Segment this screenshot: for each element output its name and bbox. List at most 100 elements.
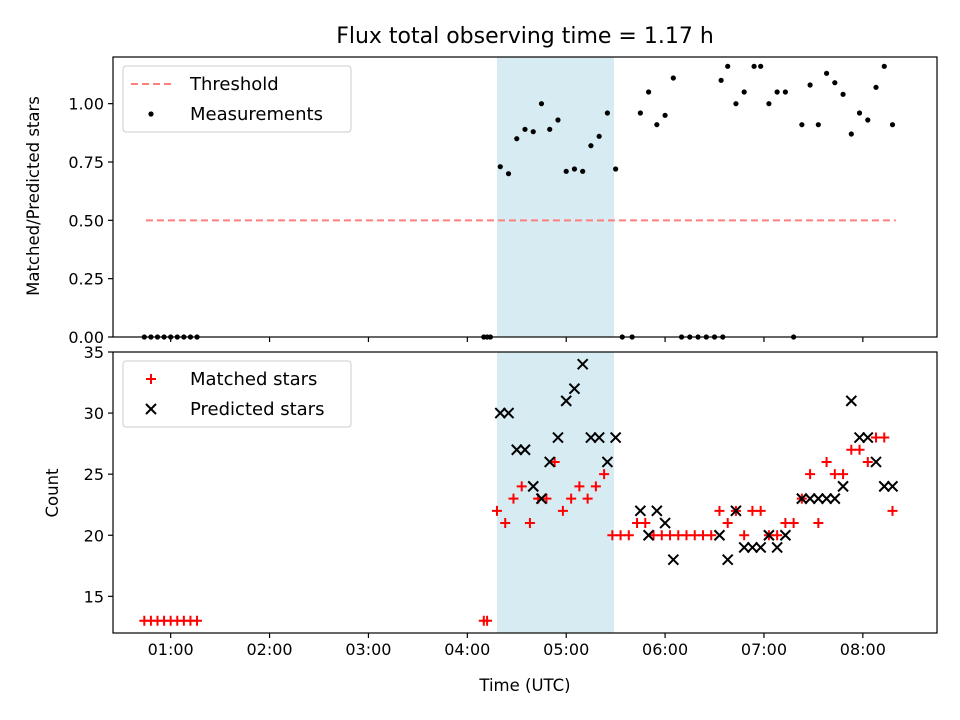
matched-star-point: [887, 505, 898, 516]
measurement-point: [547, 126, 553, 132]
measurement-point: [571, 166, 578, 172]
matched-star-point: [192, 615, 203, 626]
measurement-point: [889, 122, 896, 128]
measurement-point: [848, 131, 854, 137]
matched-star-point: [590, 481, 601, 492]
legend-predicted-swatch: [145, 403, 157, 415]
x-tick-label: 03:00: [345, 640, 391, 659]
measurement-point: [646, 89, 652, 95]
measurement-point: [604, 110, 611, 116]
measurement-point: [530, 129, 536, 135]
measurement-point: [865, 117, 871, 123]
matched-star-point: [582, 493, 593, 504]
predicted-star-point: [535, 492, 548, 505]
matched-star-point: [482, 615, 493, 626]
matched-star-point: [557, 505, 568, 516]
measurement-point: [588, 143, 594, 149]
measurement-point: [856, 110, 863, 116]
measurement-point: [538, 101, 545, 107]
predicted-star-point: [746, 541, 759, 554]
predicted-star-point: [576, 358, 589, 370]
predicted-star-point: [804, 492, 816, 505]
x-tick-label: 07:00: [741, 640, 787, 659]
matched-star-point: [508, 493, 519, 504]
measurement-point: [555, 117, 561, 123]
x-tick-label: 08:00: [840, 640, 886, 659]
predicted-star-point: [502, 407, 515, 419]
measurement-point: [613, 166, 619, 172]
matched-star-point: [788, 518, 799, 529]
matched-star-point: [821, 456, 832, 467]
top-legend: Threshold Measurements: [122, 65, 352, 133]
matched-star-point: [714, 505, 725, 516]
measurement-point: [654, 122, 660, 128]
measurement-point: [815, 122, 821, 128]
bottom-legend: Matched stars Predicted stars: [122, 360, 352, 428]
y-tick-label: 30: [84, 404, 104, 423]
predicted-star-point: [634, 505, 647, 517]
matched-star-point: [879, 432, 890, 443]
predicted-star-point: [642, 529, 655, 541]
predicted-star-point: [738, 541, 750, 554]
predicted-star-point: [601, 456, 614, 468]
measurement-point: [725, 63, 731, 69]
top-axes-frame: [112, 56, 938, 338]
measurement-point: [505, 171, 512, 177]
predicted-star-point: [519, 444, 531, 456]
x-tick-label: 02:00: [247, 640, 293, 659]
measurement-point: [596, 133, 602, 139]
top-series-1: [141, 63, 896, 340]
matched-star-point: [541, 493, 552, 504]
chart-title: Flux total observing time = 1.17 h: [336, 24, 714, 49]
measurement-point: [799, 122, 805, 128]
predicted-star-point: [659, 517, 671, 529]
matched-star-point: [838, 469, 849, 480]
matched-star-point: [706, 530, 717, 541]
predicted-star-point: [878, 480, 890, 493]
bottom-y-axis-label: Count: [43, 468, 62, 518]
matched-star-point: [772, 530, 783, 541]
predicted-star-point: [667, 553, 680, 566]
matched-star-point: [623, 530, 634, 541]
measurement-point: [766, 101, 772, 107]
predicted-star-point: [721, 553, 734, 566]
matched-star-point: [500, 518, 511, 529]
measurement-point: [514, 136, 520, 142]
y-tick-label: 0.50: [68, 211, 104, 230]
legend-label: Measurements: [190, 104, 323, 125]
x-tick-label: 05:00: [543, 640, 589, 659]
predicted-star-point: [593, 431, 605, 444]
legend-label: Matched stars: [190, 369, 317, 390]
x-tick-label: 01:00: [148, 640, 194, 659]
measurement-point: [782, 89, 788, 95]
y-tick-label: 20: [84, 526, 104, 545]
predicted-star-point: [568, 382, 581, 395]
top-observing-span: [496, 57, 614, 337]
legend-matched-swatch: [146, 374, 156, 384]
predicted-star-point: [763, 529, 775, 541]
measurement-point: [522, 126, 528, 132]
bottom-observing-span: [496, 352, 614, 633]
predicted-star-point: [713, 529, 726, 541]
matched-star-point: [805, 469, 816, 480]
measurement-point: [881, 63, 887, 69]
predicted-star-point: [511, 444, 523, 456]
bottom-axes-frame: [112, 351, 938, 634]
predicted-star-point: [820, 492, 833, 505]
y-tick-label: 35: [84, 343, 104, 362]
x-tick-label: 04:00: [444, 640, 490, 659]
measurement-point: [670, 75, 676, 81]
predicted-star-point: [527, 480, 539, 493]
predicted-star-point: [862, 431, 874, 444]
matched-star-point: [491, 505, 502, 516]
matched-star-point: [640, 518, 651, 529]
predicted-star-point: [754, 541, 767, 554]
measurement-point: [832, 80, 838, 86]
predicted-star-point: [853, 431, 866, 444]
predicted-star-point: [829, 492, 841, 505]
matched-star-point: [755, 505, 766, 516]
predicted-star-point: [560, 395, 572, 407]
measurement-point: [807, 82, 813, 88]
measurement-point: [751, 63, 757, 69]
